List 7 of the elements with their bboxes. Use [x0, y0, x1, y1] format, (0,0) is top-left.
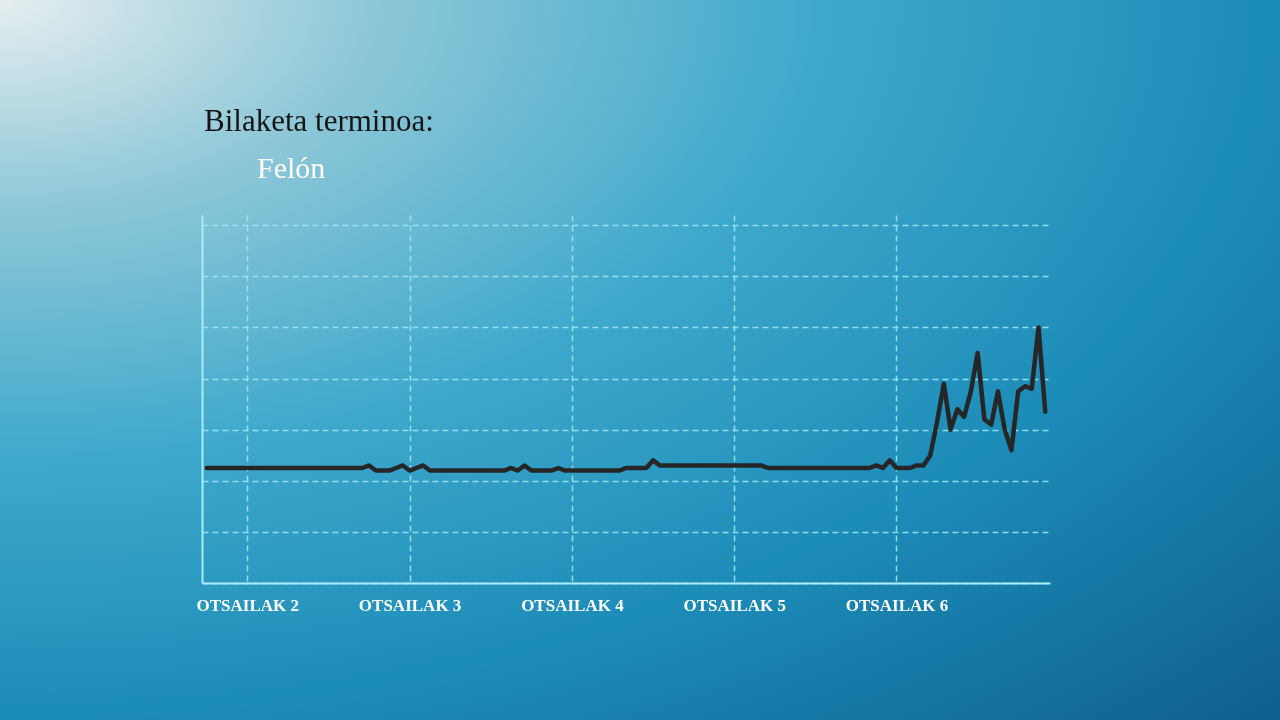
text: Felón — [257, 150, 326, 184]
x-tick-label: OTSAILAK 3 — [358, 595, 462, 615]
x-tick-label: OTSAILAK 2 — [196, 595, 300, 615]
x-tick-label: OTSAILAK 6 — [845, 595, 949, 615]
legend-title: Bilaketa terminoa: — [204, 103, 434, 138]
x-tick-label: OTSAILAK 5 — [683, 595, 786, 615]
x-tick-label: OTSAILAK 4 — [521, 595, 625, 615]
